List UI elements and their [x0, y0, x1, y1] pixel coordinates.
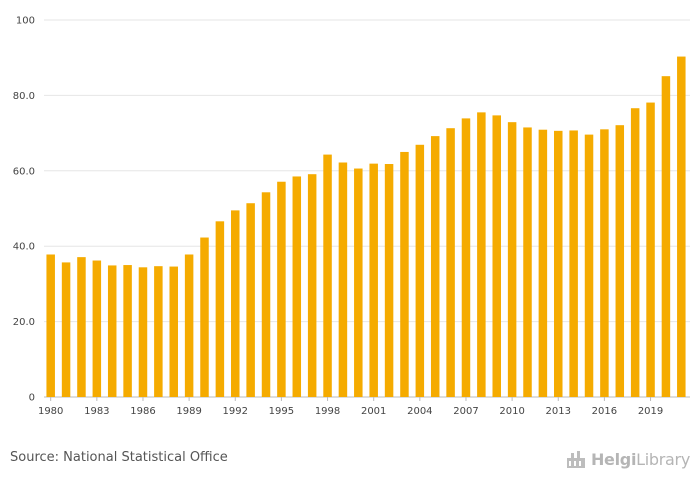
bar-2008[interactable] [477, 112, 486, 398]
bar-1991[interactable] [215, 221, 225, 397]
y-tick-label: 20.0 [13, 317, 35, 328]
bar-1989[interactable] [184, 254, 194, 397]
y-tick-label: 60.0 [13, 166, 35, 177]
bar-chart: 0 20.0 40.0 60.0 80.0 100 1980 1983 1986 1989 199… [13, 16, 690, 417]
x-tick-label: 1980 [38, 406, 63, 417]
helgi-library-logo[interactable]: HelgiLibrary [565, 448, 690, 470]
bar-1987[interactable] [154, 266, 163, 397]
x-tick-label: 1989 [176, 406, 201, 417]
x-tick-label: 2007 [453, 406, 478, 417]
bar-2014[interactable] [569, 130, 578, 397]
x-tick-label: 2013 [546, 406, 571, 417]
x-tick-label: 2010 [499, 406, 524, 417]
x-tick-label: 1986 [130, 406, 155, 417]
y-tick-label: 0 [29, 393, 35, 404]
bar-2000[interactable] [354, 168, 363, 397]
bar-2012[interactable] [538, 129, 548, 397]
x-tick-label: 2019 [638, 406, 663, 417]
bar-1996[interactable] [292, 176, 302, 397]
bar-2019[interactable] [646, 102, 655, 398]
y-tick-label: 40.0 [13, 242, 35, 253]
bar-1990[interactable] [200, 237, 209, 397]
x-axis-ticks: 1980 1983 1986 1989 1992 1995 1998 2001 2004 2007… [38, 397, 663, 417]
x-tick-label: 2016 [592, 406, 617, 417]
bar-1988[interactable] [169, 266, 178, 397]
bars [46, 56, 686, 398]
bar-2017[interactable] [615, 125, 625, 398]
bar-2021[interactable] [677, 56, 686, 397]
bar-2006[interactable] [446, 128, 455, 397]
library-building-icon [566, 451, 585, 468]
bar-2018[interactable] [630, 108, 640, 397]
bar-1994[interactable] [261, 192, 271, 397]
footer: Source: National Statistical Office Helg… [0, 440, 700, 483]
y-tick-label: 100 [16, 16, 35, 27]
bar-2004[interactable] [415, 144, 425, 397]
bar-1999[interactable] [338, 162, 348, 397]
bar-2010[interactable] [507, 122, 517, 398]
bar-2020[interactable] [661, 76, 671, 397]
bar-1997[interactable] [307, 174, 317, 397]
x-tick-label: 1998 [315, 406, 340, 417]
source-note: Source: National Statistical Office [10, 450, 228, 465]
bar-1980[interactable] [46, 254, 55, 397]
logo-text: HelgiLibrary [590, 449, 690, 469]
x-tick-label: 2004 [407, 406, 432, 417]
bar-2001[interactable] [369, 163, 378, 397]
bar-1983[interactable] [92, 260, 102, 397]
bar-1995[interactable] [277, 181, 286, 397]
y-tick-label: 80.0 [13, 91, 35, 102]
bar-2016[interactable] [600, 129, 609, 397]
y-axis-ticks: 0 20.0 40.0 60.0 80.0 100 [13, 16, 35, 404]
bar-2003[interactable] [400, 151, 409, 397]
gridlines [44, 19, 690, 398]
bar-2011[interactable] [523, 127, 532, 397]
bar-1998[interactable] [323, 154, 332, 397]
bar-1981[interactable] [61, 262, 71, 397]
bar-2005[interactable] [430, 136, 440, 397]
bar-1982[interactable] [77, 257, 86, 397]
x-tick-label: 1995 [269, 406, 294, 417]
bar-2007[interactable] [461, 118, 471, 397]
x-tick-label: 2001 [361, 406, 386, 417]
bar-2015[interactable] [584, 134, 594, 397]
x-tick-label: 1992 [223, 406, 248, 417]
bar-1993[interactable] [246, 203, 255, 397]
x-tick-label: 1983 [84, 406, 109, 417]
bar-1992[interactable] [231, 210, 240, 397]
bar-2013[interactable] [554, 130, 563, 397]
bar-2009[interactable] [492, 115, 501, 398]
bar-1984[interactable] [107, 265, 117, 397]
bar-1986[interactable] [138, 267, 148, 397]
bar-1985[interactable] [123, 265, 132, 397]
bar-2002[interactable] [384, 164, 394, 397]
